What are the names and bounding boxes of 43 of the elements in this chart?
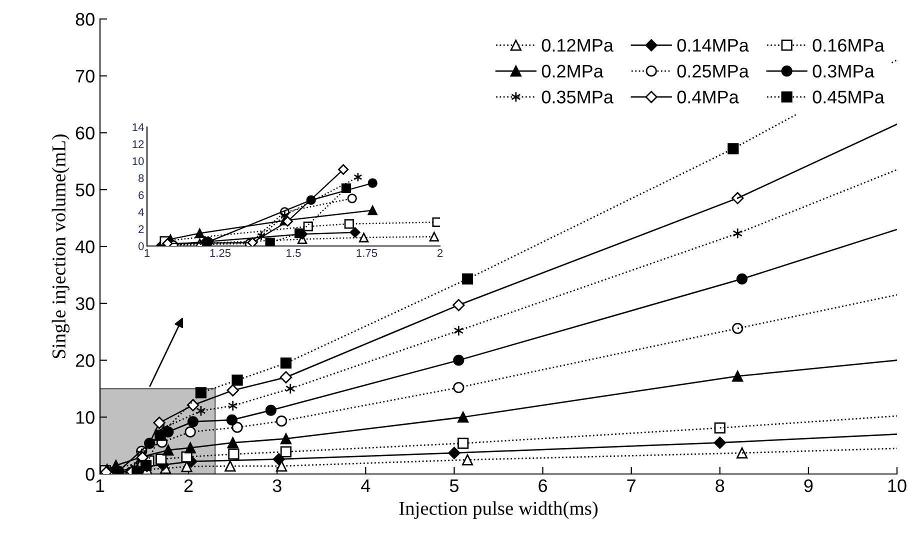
legend-label: 0.16MPa bbox=[812, 38, 884, 52]
x-tick-label: 1 bbox=[144, 249, 150, 257]
y-tick-label: 8 bbox=[138, 174, 144, 182]
x-tick-label: 1.25 bbox=[210, 249, 231, 257]
y-tick-label: 2 bbox=[138, 225, 144, 234]
x-tick-label: 9 bbox=[804, 479, 813, 492]
y-tick-label: 10 bbox=[132, 157, 144, 166]
x-tick-label: 6 bbox=[538, 479, 548, 492]
y-axis-title: Single injection volume(mL) bbox=[52, 134, 70, 358]
y-tick-label: 14 bbox=[132, 123, 144, 132]
legend-label: 0.45MPa bbox=[812, 90, 884, 104]
y-tick-label: 50 bbox=[76, 184, 94, 196]
legend-label: 0.3MPa bbox=[812, 64, 874, 78]
x-tick-label: 4 bbox=[361, 480, 370, 492]
x-tick-label: 1.75 bbox=[356, 249, 378, 257]
x-axis-title: Injection pulse width(ms) bbox=[399, 501, 598, 519]
y-tick-label: 10 bbox=[76, 411, 94, 424]
x-tick-label: 8 bbox=[716, 479, 724, 492]
x-tick-label: 2 bbox=[437, 249, 443, 257]
legend-label: 0.12MPa bbox=[542, 38, 614, 52]
x-tick-label: 1 bbox=[96, 480, 104, 492]
y-tick-label: 40 bbox=[75, 240, 94, 254]
legend-label: 0.4MPa bbox=[677, 90, 739, 104]
y-tick-label: 0 bbox=[138, 242, 144, 250]
legend-label: 0.35MPa bbox=[542, 90, 614, 104]
y-tick-label: 4 bbox=[138, 208, 144, 216]
x-tick-label: 7 bbox=[627, 480, 636, 492]
y-tick-label: 20 bbox=[76, 354, 94, 367]
y-tick-label: 60 bbox=[76, 126, 94, 140]
y-tick-label: 6 bbox=[138, 191, 144, 200]
x-tick-label: 10 bbox=[888, 479, 906, 492]
legend-label: 0.25MPa bbox=[677, 64, 749, 78]
y-tick-label: 70 bbox=[76, 70, 94, 83]
y-tick-label: 0 bbox=[86, 468, 94, 481]
x-tick-label: 3 bbox=[272, 479, 282, 492]
legend-label: 0.2MPa bbox=[542, 64, 604, 78]
y-tick-label: 30 bbox=[76, 297, 94, 310]
legend-label: 0.14MPa bbox=[677, 38, 749, 52]
x-tick-label: 5 bbox=[450, 480, 458, 492]
x-tick-label: 2 bbox=[184, 479, 193, 492]
x-tick-label: 1.5 bbox=[286, 249, 301, 257]
y-tick-label: 12 bbox=[132, 140, 144, 148]
y-tick-label: 80 bbox=[76, 12, 94, 26]
